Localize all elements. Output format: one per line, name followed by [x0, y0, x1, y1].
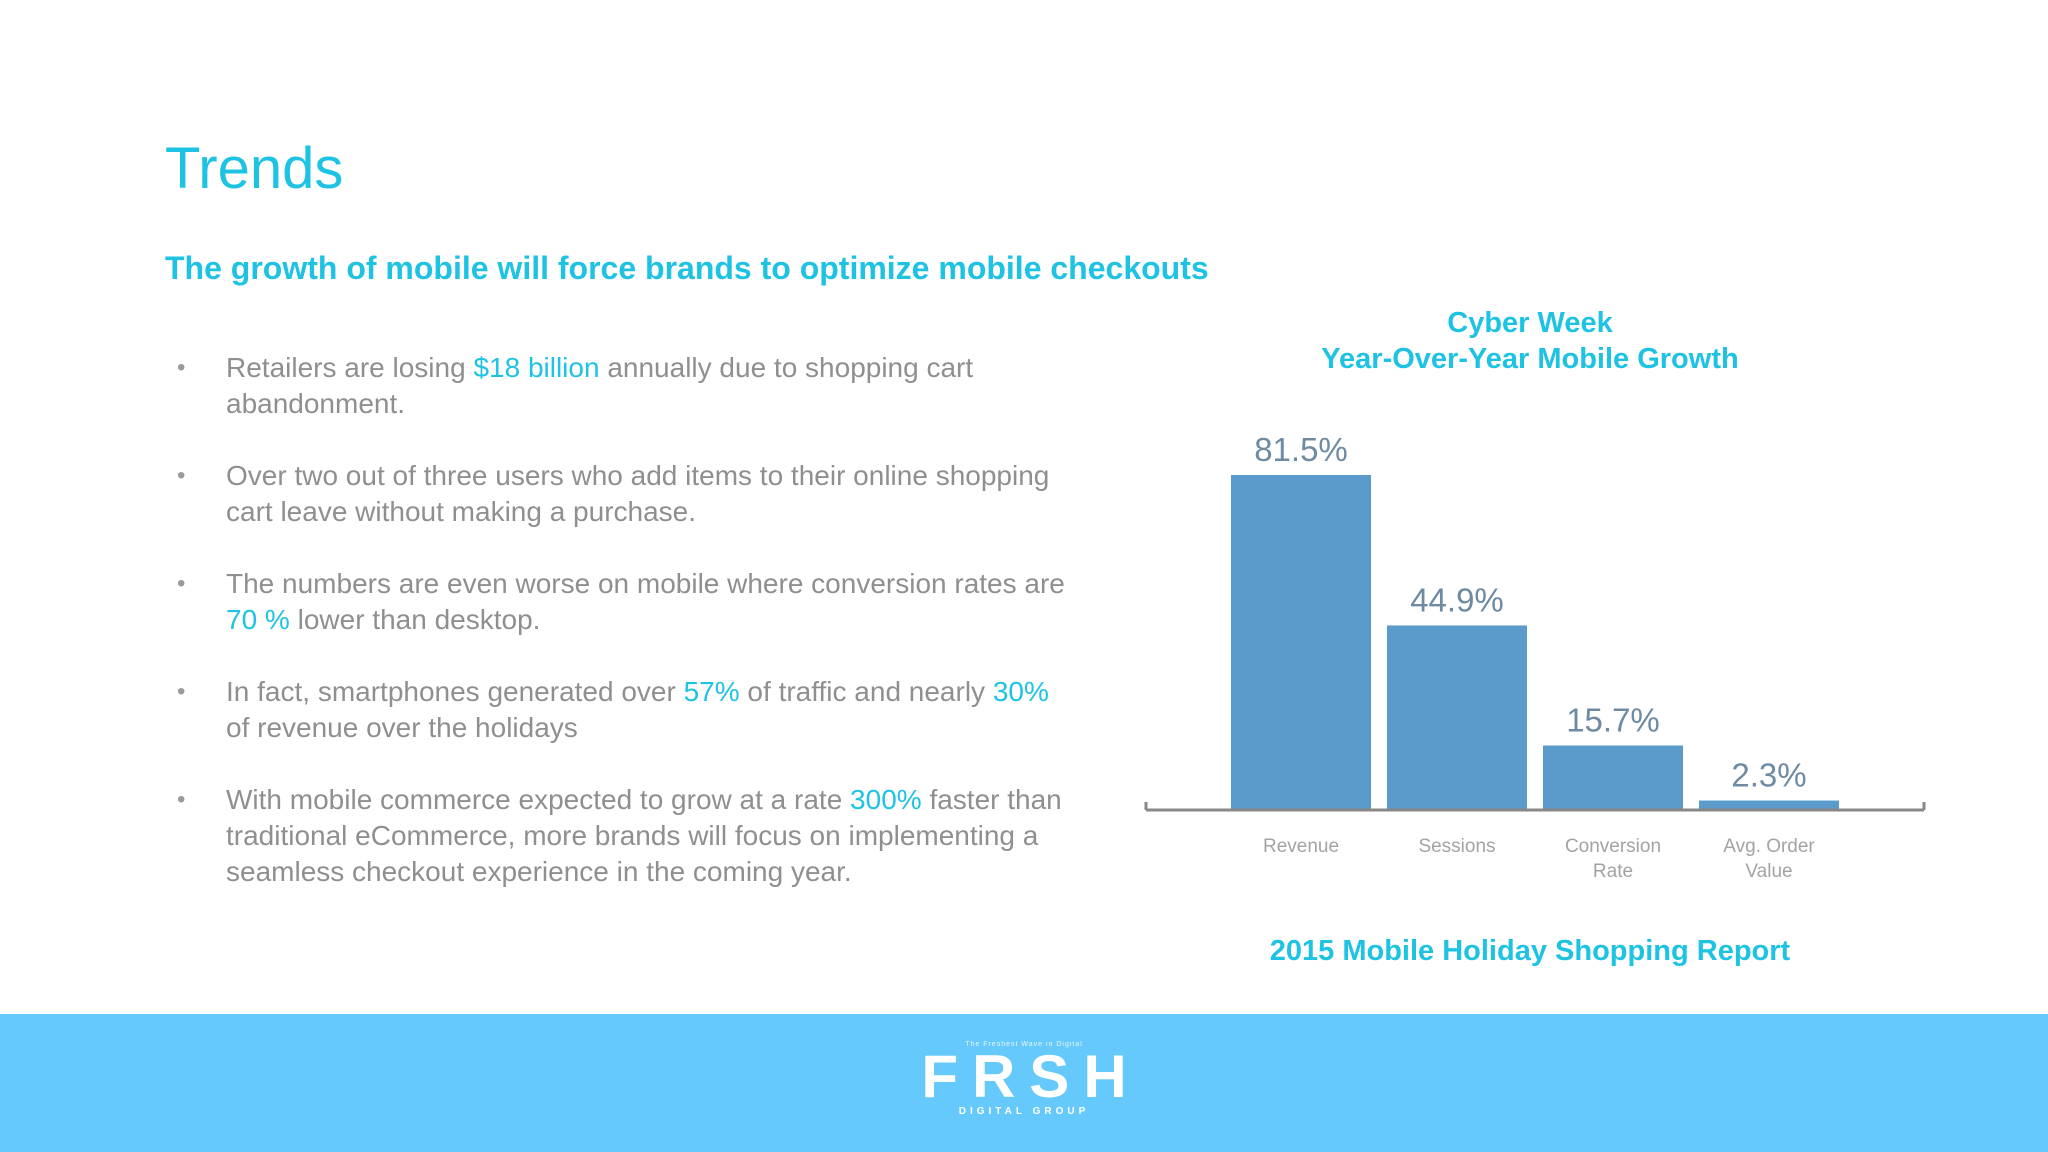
frsh-logo: The Freshest Wave in Digital FRSH DIGITA… — [904, 1041, 1144, 1117]
category-tick-label: Rate — [1593, 861, 1633, 882]
bullet-text: Over two out of three users who add item… — [226, 460, 1050, 527]
category-tick-label: Conversion — [1565, 836, 1661, 857]
bullet-dot-icon: • — [177, 462, 186, 489]
logo-wordmark: FRSH — [921, 1043, 1141, 1110]
bullet-text: lower than desktop. — [289, 604, 541, 635]
bullet-item: • The numbers are even worse on mobile wh… — [165, 566, 1065, 638]
highlighted-stat: $18 billion — [473, 352, 600, 383]
bullet-dot-icon: • — [177, 678, 186, 705]
bullet-dot-icon: • — [177, 786, 186, 813]
bullet-item: • Over two out of three users who add ite… — [165, 458, 1065, 530]
chart-title: Cyber Week Year-Over-Year Mobile Growth — [1230, 305, 1830, 377]
bar-value-label: 81.5% — [1254, 431, 1348, 468]
logo-subtitle: DIGITAL GROUP — [958, 1106, 1090, 1117]
footer-bar: The Freshest Wave in Digital FRSH DIGITA… — [0, 1014, 2048, 1152]
bar — [1699, 800, 1839, 810]
slide-subtitle: The growth of mobile will force brands t… — [165, 250, 1209, 286]
highlighted-stat: 70 % — [226, 604, 290, 635]
bullet-list: • Retailers are losing $18 billion annual… — [165, 350, 1065, 926]
bar-chart: 81.5% Revenue 44.9% Sessions 15.7% Conversion… — [1144, 431, 1926, 882]
chart-title-line-1: Cyber Week — [1447, 307, 1613, 339]
bullet-text: In fact, smartphones generated over — [226, 676, 684, 707]
highlighted-stat: 57% — [683, 676, 740, 707]
bullet-text: of traffic and nearly — [739, 676, 993, 707]
bullet-text: With mobile commerce expected to grow at… — [226, 784, 851, 815]
category-tick-label: Sessions — [1418, 836, 1495, 857]
logo-tagline: The Freshest Wave in Digital — [965, 1041, 1083, 1048]
bullet-item: • In fact, smartphones generated over 57%… — [165, 674, 1065, 746]
bullet-item: • With mobile commerce expected to grow a… — [165, 782, 1065, 890]
bar — [1387, 625, 1527, 810]
highlighted-stat: 300% — [850, 784, 922, 815]
bar-value-label: 44.9% — [1410, 581, 1504, 618]
bar — [1543, 745, 1683, 810]
chart-title-line-2: Year-Over-Year Mobile Growth — [1321, 343, 1739, 375]
category-tick-label: Avg. Order — [1723, 836, 1815, 857]
bullet-text: annually due to shopping cart abandonmen… — [226, 352, 974, 419]
bullet-dot-icon: • — [177, 570, 186, 597]
bar-value-label: 15.7% — [1566, 701, 1660, 738]
bullet-text: The numbers are even worse on mobile whe… — [226, 568, 1065, 599]
bar-value-label: 2.3% — [1731, 757, 1806, 794]
bar — [1231, 475, 1371, 810]
highlighted-stat: 30% — [992, 676, 1049, 707]
bullet-item: • Retailers are losing $18 billion annual… — [165, 350, 1065, 422]
category-tick-label: Revenue — [1263, 836, 1339, 857]
bullet-dot-icon: • — [177, 354, 186, 381]
bullet-text: of revenue over the holidays — [226, 712, 578, 743]
bullet-text: faster than traditional eCommerce, more … — [226, 784, 1062, 887]
report-caption: 2015 Mobile Holiday Shopping Report — [1269, 935, 1791, 967]
category-tick-label: Value — [1745, 861, 1792, 882]
bullet-text: Retailers are losing — [226, 352, 474, 383]
slide-title: Trends — [165, 136, 344, 201]
